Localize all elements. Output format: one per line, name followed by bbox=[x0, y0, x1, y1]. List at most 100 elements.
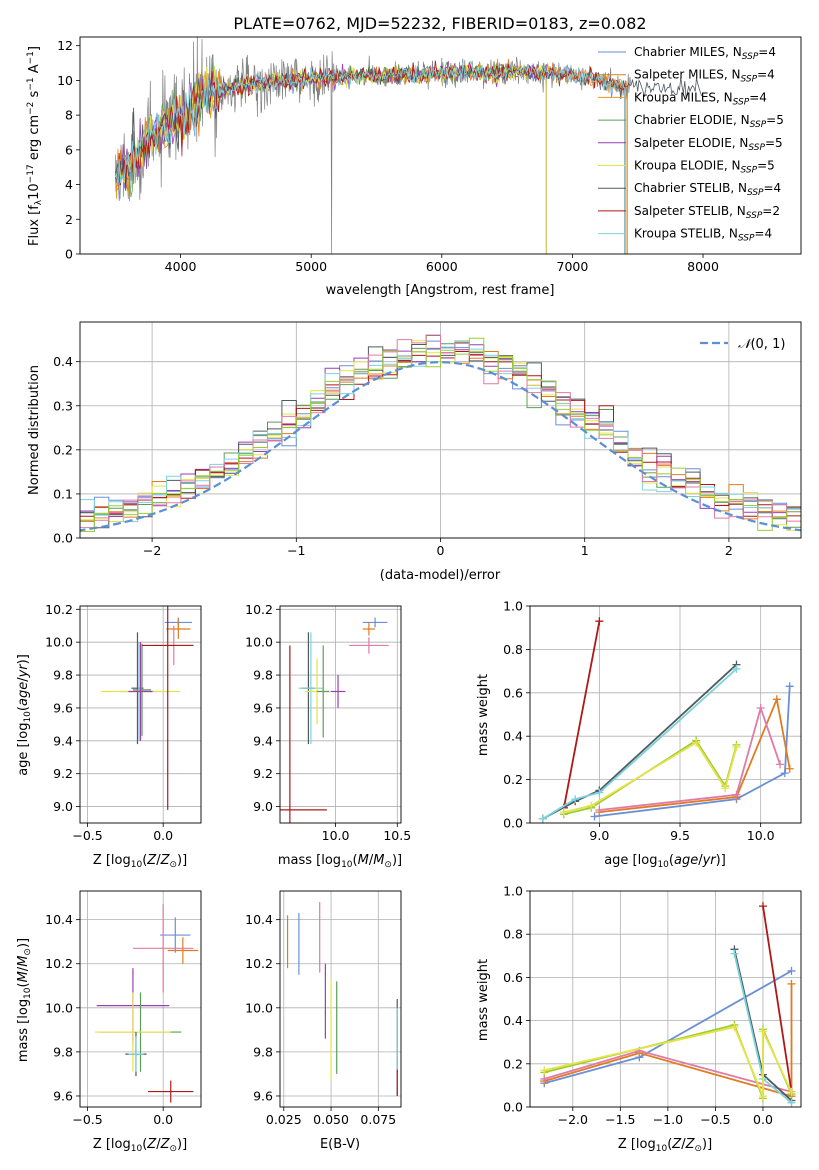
x-tick-label: 0.0 bbox=[753, 1112, 773, 1127]
residual-ylabel: Normed distribution bbox=[27, 365, 42, 495]
legend-entry: 𝒩(0, 1) bbox=[738, 337, 785, 352]
weight-series-line bbox=[563, 621, 601, 808]
y-tick-label: 9.0 bbox=[253, 799, 273, 814]
age-vs-Z-xlabel: Z [log10​(Z/Z⊙​)] bbox=[93, 853, 187, 870]
y-tick-label: 0.4 bbox=[53, 354, 73, 369]
y-tick-label: 9.4 bbox=[253, 733, 273, 748]
model-spectrum-line bbox=[114, 58, 628, 254]
weight-point-marker bbox=[732, 790, 741, 799]
weight-vs-Z-ylabel: mass weight bbox=[476, 959, 491, 1041]
x-tick-label: 2 bbox=[725, 543, 733, 558]
age-vs-mass-frame bbox=[279, 605, 402, 824]
x-tick-label: −2 bbox=[143, 543, 161, 558]
mass-vs-Z-frame bbox=[79, 890, 202, 1108]
weight-series-line bbox=[762, 905, 793, 1093]
model-spectrum-line bbox=[114, 61, 627, 254]
y-tick-label: 9.4 bbox=[53, 733, 73, 748]
residuals-axes bbox=[76, 322, 801, 542]
y-tick-label: 9.2 bbox=[253, 766, 273, 781]
legend-entry: Salpeter STELIB, NSSP​=2 bbox=[634, 204, 780, 221]
weight-point-marker bbox=[595, 805, 604, 814]
weight-vs-age-plot bbox=[538, 617, 794, 823]
spectrum-axes bbox=[76, 45, 704, 258]
y-tick-label: 9.8 bbox=[53, 1044, 73, 1059]
weight-point-marker bbox=[787, 1098, 796, 1107]
y-tick-label: 12 bbox=[57, 38, 73, 53]
x-tick-label: 10.5 bbox=[383, 828, 411, 843]
age-vs-mass-xlabel: mass [log10​(M/M⊙​)] bbox=[278, 853, 402, 870]
y-tick-label: 0.8 bbox=[503, 642, 523, 657]
weight-vs-Z-plot bbox=[540, 902, 796, 1107]
y-tick-label: 0.2 bbox=[503, 772, 523, 787]
x-tick-label: 0.0 bbox=[153, 828, 173, 843]
x-tick-label: 5000 bbox=[295, 259, 327, 274]
weight-point-marker bbox=[758, 1092, 767, 1101]
y-tick-label: 10.2 bbox=[245, 602, 273, 617]
x-tick-label: 10.0 bbox=[747, 828, 775, 843]
age-vs-Z-ylabel: age [log10​(age/yr)] bbox=[16, 654, 33, 776]
x-tick-label: 0.075 bbox=[360, 1112, 396, 1127]
weight-vs-Z-axes bbox=[526, 890, 801, 1111]
spectrum-plot bbox=[114, 37, 704, 254]
y-tick-label: 10.2 bbox=[45, 956, 73, 971]
y-tick-label: 1.0 bbox=[503, 599, 523, 614]
legend-entry: Kroupa MILES, NSSP​=4 bbox=[634, 90, 767, 107]
weight-point-marker bbox=[785, 682, 794, 691]
y-tick-label: 0.6 bbox=[503, 970, 523, 985]
mass-vs-Z-plot bbox=[95, 904, 198, 1103]
y-tick-label: 8 bbox=[65, 108, 73, 123]
weight-vs-age-xlabel: age [log10​(age/yr)] bbox=[604, 853, 726, 870]
weight-series-line bbox=[542, 668, 738, 820]
weight-point-marker bbox=[780, 769, 789, 778]
weight-point-marker bbox=[787, 1087, 796, 1096]
y-tick-label: 10.2 bbox=[45, 602, 73, 617]
x-tick-label: −0.5 bbox=[700, 1112, 730, 1127]
mass-vs-ebv-xlabel: E(B-V) bbox=[320, 1137, 360, 1152]
x-tick-label: −1 bbox=[287, 543, 305, 558]
x-tick-label: −2.0 bbox=[558, 1112, 588, 1127]
y-tick-label: 0.0 bbox=[53, 531, 73, 546]
weight-point-marker bbox=[587, 801, 596, 810]
weight-vs-age-frame bbox=[529, 605, 802, 824]
weight-point-marker bbox=[785, 764, 794, 773]
figure-title: PLATE=0762, MJD=52232, FIBERID=0183, z=0… bbox=[233, 14, 646, 33]
y-tick-label: 10 bbox=[57, 73, 73, 88]
model-spectrum-line bbox=[114, 58, 626, 254]
legend-entry: Chabrier MILES, NSSP​=4 bbox=[634, 45, 776, 62]
x-tick-label: 1 bbox=[581, 543, 589, 558]
y-tick-label: 10.0 bbox=[245, 1000, 273, 1015]
y-tick-label: 9.6 bbox=[53, 700, 73, 715]
weight-point-marker bbox=[595, 617, 604, 626]
y-tick-label: 9.8 bbox=[253, 1044, 273, 1059]
legend-entry: Chabrier STELIB, NSSP​=4 bbox=[634, 181, 781, 198]
mass-vs-Z-axes bbox=[76, 891, 201, 1111]
weight-series-line bbox=[594, 686, 791, 818]
x-tick-label: −0.5 bbox=[72, 828, 102, 843]
x-tick-label: −1.5 bbox=[605, 1112, 635, 1127]
weight-point-marker bbox=[772, 695, 781, 704]
weight-point-marker bbox=[595, 788, 604, 797]
y-tick-label: 0.4 bbox=[503, 729, 523, 744]
y-tick-label: 10.0 bbox=[45, 635, 73, 650]
y-tick-label: 9.6 bbox=[253, 700, 273, 715]
weight-point-marker bbox=[571, 795, 580, 804]
y-tick-label: 9.2 bbox=[53, 766, 73, 781]
weight-point-marker bbox=[732, 743, 741, 752]
y-tick-label: 10.2 bbox=[245, 956, 273, 971]
weight-series-line bbox=[544, 983, 793, 1098]
age-vs-mass-plot bbox=[280, 617, 389, 823]
weight-point-marker bbox=[730, 1023, 739, 1032]
x-tick-label: 10.0 bbox=[322, 828, 350, 843]
model-spectrum-line bbox=[115, 60, 626, 254]
y-tick-label: 0 bbox=[65, 247, 73, 262]
y-tick-label: 10.4 bbox=[45, 912, 73, 927]
y-tick-label: 10.4 bbox=[245, 912, 273, 927]
y-tick-label: 4 bbox=[65, 177, 73, 192]
age-vs-Z-plot bbox=[101, 606, 194, 810]
weight-point-marker bbox=[758, 902, 767, 911]
x-tick-label: 9.0 bbox=[589, 828, 609, 843]
histogram-series bbox=[80, 337, 801, 532]
y-tick-label: 2 bbox=[65, 212, 73, 227]
weight-point-marker bbox=[787, 966, 796, 975]
y-tick-label: 0.0 bbox=[503, 1100, 523, 1115]
